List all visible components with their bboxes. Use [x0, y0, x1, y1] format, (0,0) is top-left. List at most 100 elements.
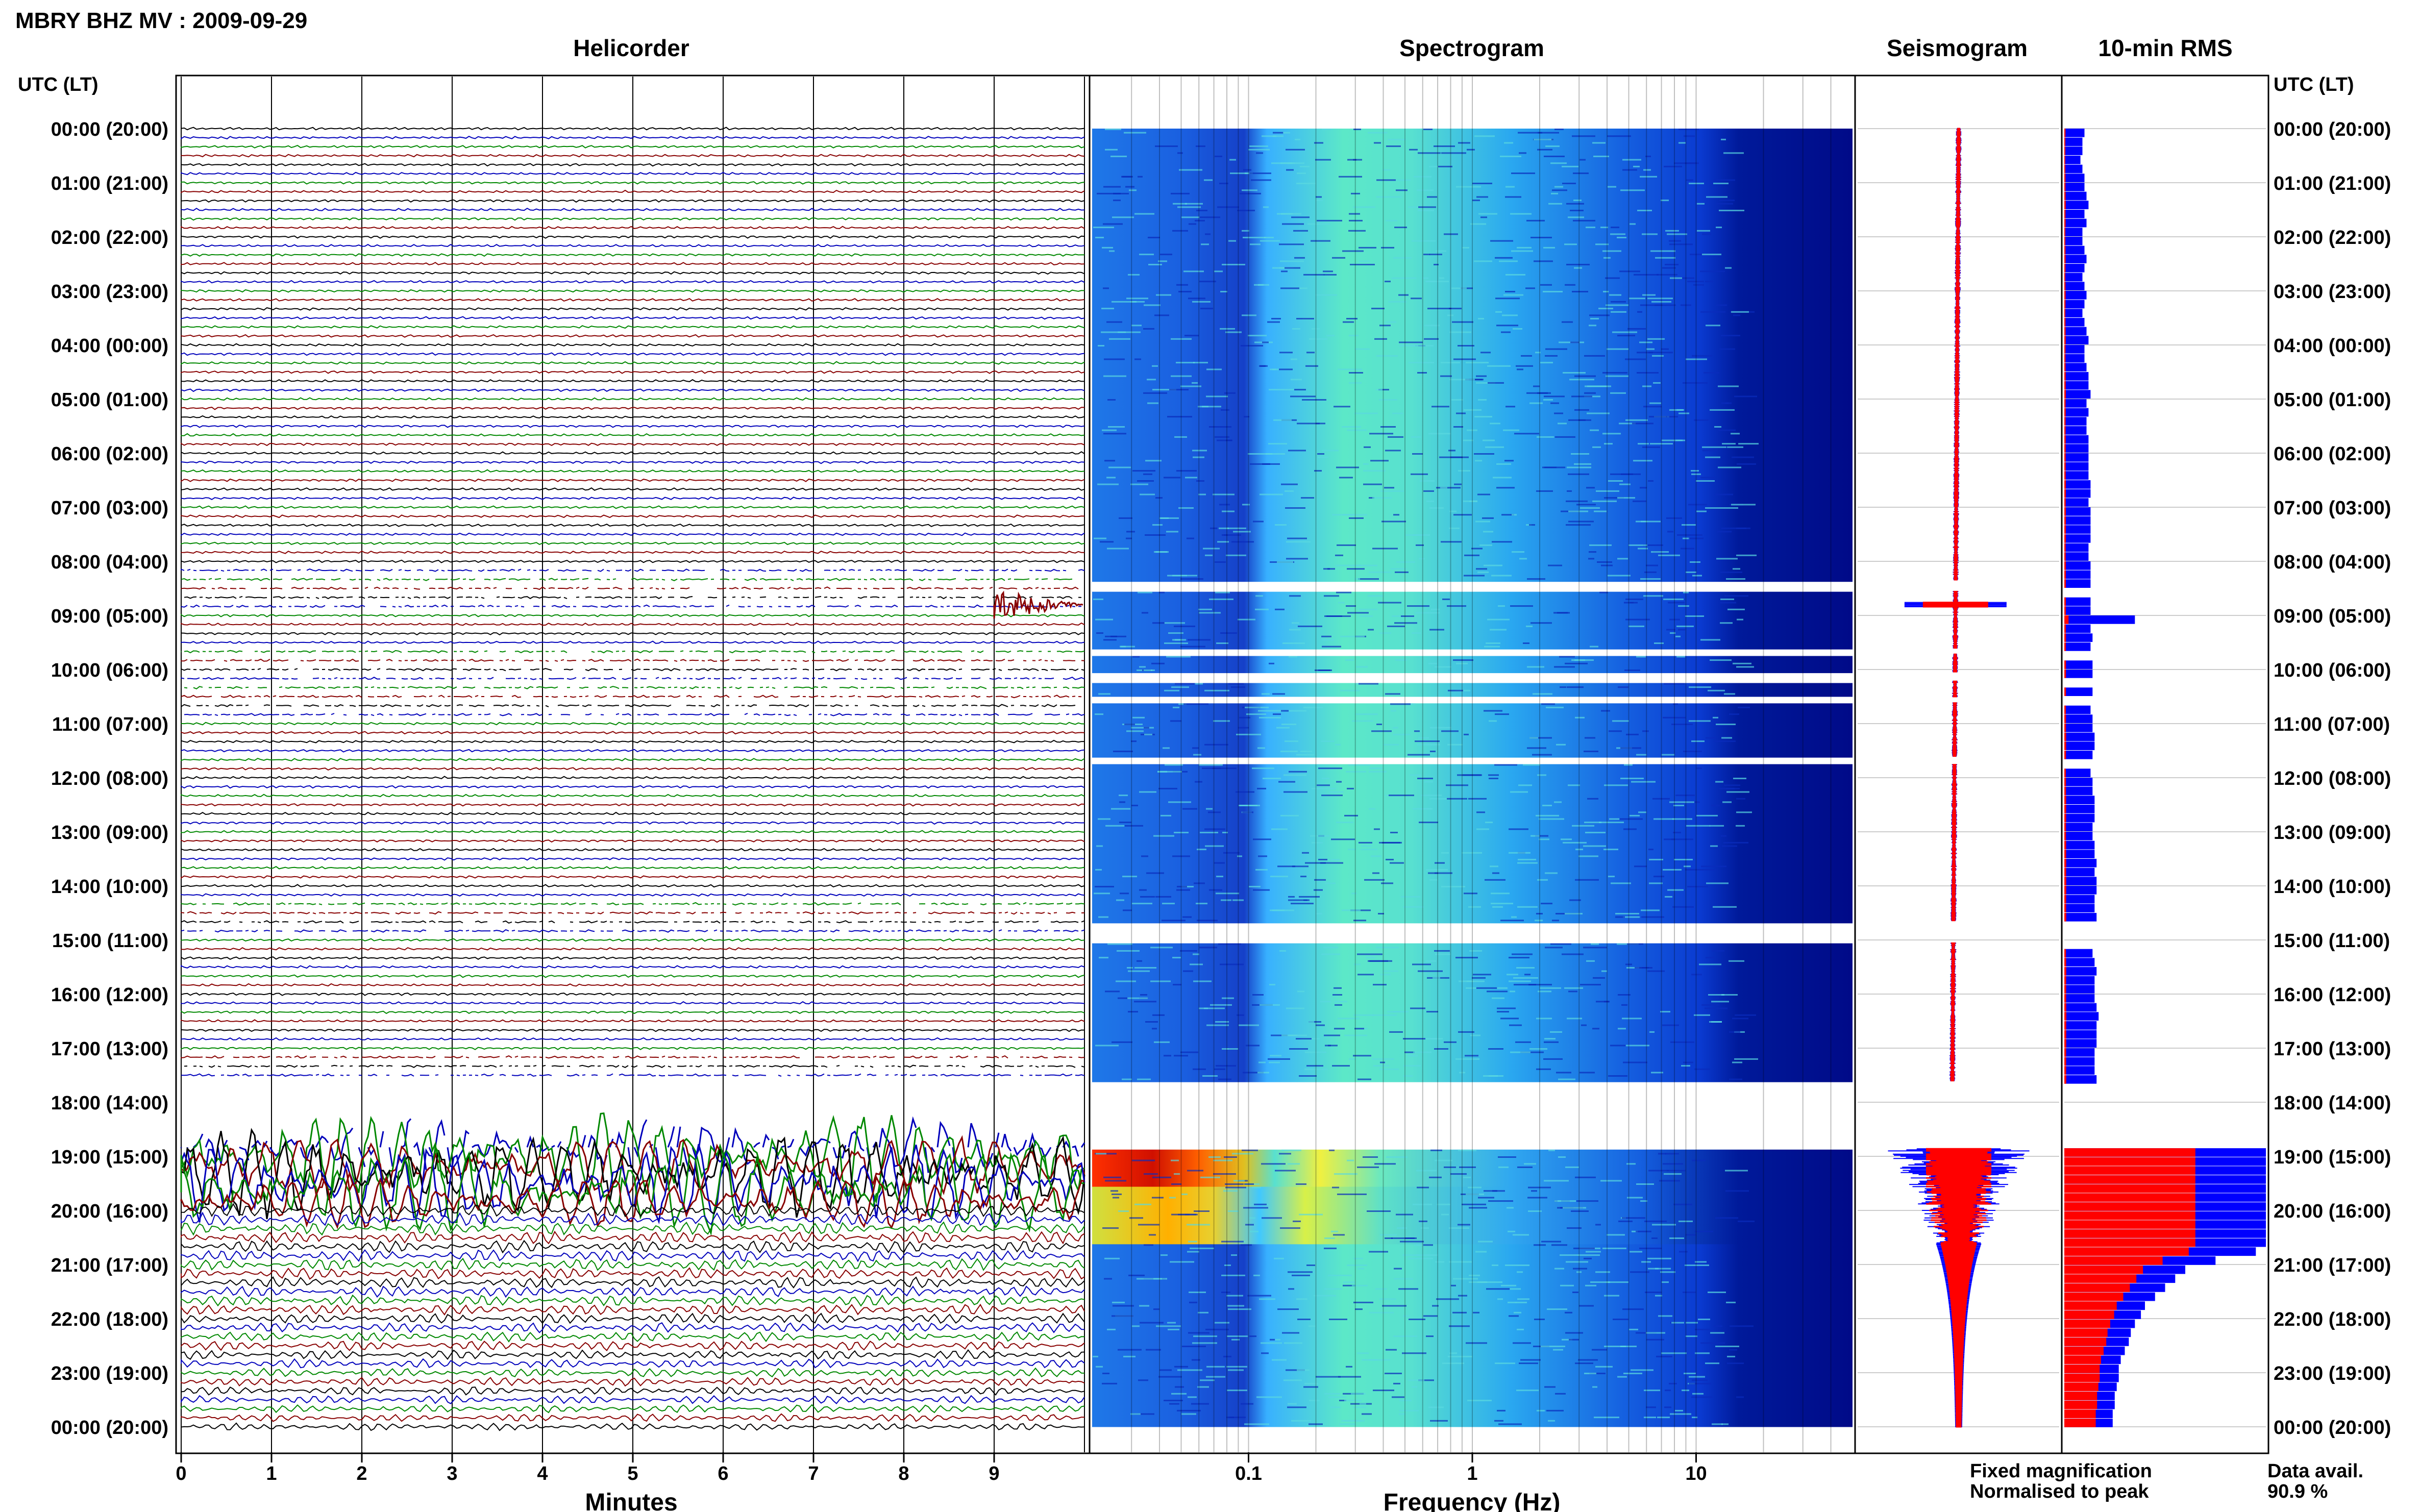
spectrogram-noise: [1248, 453, 1272, 455]
spectrogram-noise: [1203, 548, 1220, 550]
spectrogram-noise: [1409, 148, 1418, 151]
spectrogram-noise: [1701, 1004, 1719, 1006]
helicorder-trace: [181, 767, 1085, 771]
rms-bar-normalised: [2064, 272, 2066, 282]
spectrogram-noise: [1706, 882, 1729, 884]
spectrogram-noise: [1318, 767, 1342, 770]
spectrogram-band: [1092, 869, 1853, 873]
spectrogram-noise: [1213, 1173, 1236, 1175]
spectrogram-noise: [1640, 487, 1647, 489]
spectrogram-noise: [1546, 1409, 1564, 1411]
spectrogram-noise: [1095, 618, 1113, 621]
spectrogram-noise: [1182, 916, 1192, 918]
rms-bar-normalised: [2064, 1365, 2100, 1373]
rms-bar-fixed: [2064, 354, 2085, 363]
spectrogram-band: [1092, 724, 1853, 728]
spectrogram-noise: [1672, 818, 1692, 820]
rms-bar-fixed: [2064, 624, 2091, 633]
spectrogram-noise: [1412, 963, 1431, 965]
rms-bar-fixed: [2064, 670, 2093, 678]
spectrogram-noise: [1403, 1065, 1421, 1067]
spectrogram-noise: [1706, 196, 1727, 198]
spectrogram-noise: [1555, 436, 1575, 438]
helicorder-trace: [181, 875, 1085, 879]
spectrogram-band: [1092, 622, 1853, 626]
spectrogram-noise: [1152, 365, 1158, 367]
rms-bar-normalised: [2064, 714, 2066, 723]
spectrogram-noise: [1097, 192, 1121, 194]
spectrogram-noise: [1620, 778, 1644, 779]
spectrogram-noise: [1631, 1369, 1653, 1371]
spectrogram-noise: [1176, 362, 1195, 364]
spectrogram-noise: [1589, 551, 1596, 553]
spectrogram-noise: [1349, 1058, 1356, 1060]
spectrogram-band: [1092, 287, 1853, 291]
spectrogram-noise: [1164, 622, 1185, 624]
spectrogram-noise: [1619, 270, 1640, 272]
spectrogram-noise: [1545, 355, 1558, 357]
spectrogram-band: [1092, 1166, 1853, 1170]
spectrogram-noise: [1219, 183, 1228, 184]
spectrogram-noise: [1729, 1031, 1740, 1033]
spectrogram-noise: [1272, 693, 1285, 695]
spectrogram-noise: [1379, 1298, 1396, 1300]
spectrogram-band: [1092, 352, 1853, 356]
spectrogram-noise: [1125, 186, 1134, 188]
spectrogram-noise: [1430, 1149, 1442, 1151]
spectrogram-noise: [1468, 798, 1487, 800]
spectrogram-band: [1092, 1288, 1853, 1292]
spectrogram-noise: [1126, 298, 1148, 300]
spectrogram-noise: [1483, 1075, 1503, 1077]
spectrogram-noise: [1327, 568, 1335, 570]
spectrogram-noise: [1565, 1332, 1583, 1334]
spectrogram-noise: [1176, 284, 1188, 286]
spectrogram-noise: [1225, 1183, 1244, 1185]
spectrogram-noise: [1214, 862, 1225, 864]
spectrogram-noise: [1490, 423, 1500, 425]
spectrogram-band: [1092, 230, 1853, 234]
spectrogram-noise: [1414, 730, 1420, 732]
spectrogram-noise: [1141, 855, 1148, 857]
spectrogram-noise: [1638, 811, 1646, 813]
spectrogram-noise: [1196, 480, 1204, 482]
spectrogram-noise: [1575, 849, 1583, 851]
spectrogram-noise: [1222, 264, 1245, 265]
spectrogram-noise: [1423, 254, 1430, 256]
spectrogram-noise: [1587, 412, 1610, 414]
spectrogram-noise: [1118, 997, 1128, 999]
spectrogram-noise: [1300, 876, 1306, 878]
spectrogram-noise: [1213, 493, 1235, 495]
spectrogram-noise: [1463, 774, 1481, 776]
spectrogram-noise: [1262, 693, 1270, 695]
rms-bar-fixed: [2064, 714, 2093, 723]
spectrogram-band: [1092, 527, 1853, 531]
spectrogram-band: [1092, 298, 1853, 302]
spectrogram-noise: [1565, 662, 1588, 664]
spectrogram-noise: [1095, 237, 1104, 238]
spectrogram-band: [1092, 419, 1853, 423]
spectrogram-noise: [1286, 169, 1294, 171]
spectrogram-band: [1092, 260, 1853, 264]
spectrogram-noise: [1294, 257, 1305, 259]
helicorder-trace: [181, 1395, 1085, 1404]
rms-bar-fixed: [2064, 994, 2095, 1003]
helicorder-trace: [181, 1037, 1085, 1041]
spectrogram-noise: [1324, 1237, 1335, 1239]
spectrogram-noise: [1410, 1007, 1425, 1009]
spectrogram-noise: [1153, 835, 1174, 837]
spectrogram-noise: [1292, 865, 1309, 867]
spectrogram-noise: [1343, 1281, 1355, 1283]
helicorder-trace: [181, 181, 1085, 185]
spectrogram-noise: [1414, 1244, 1423, 1246]
spectrogram-noise: [1224, 534, 1241, 536]
spectrogram-noise: [1374, 828, 1380, 830]
spectrogram-noise: [1516, 967, 1535, 969]
spectrogram-noise: [1738, 443, 1759, 445]
rms-bar-fixed: [2064, 164, 2083, 173]
spectrogram-noise: [1382, 841, 1400, 844]
spectrogram-noise: [1283, 791, 1307, 793]
spectrogram-noise: [1175, 1386, 1184, 1388]
spectrogram-band: [1092, 186, 1853, 190]
spectrogram-noise: [1512, 953, 1533, 955]
helicorder-trace: [181, 992, 1085, 996]
